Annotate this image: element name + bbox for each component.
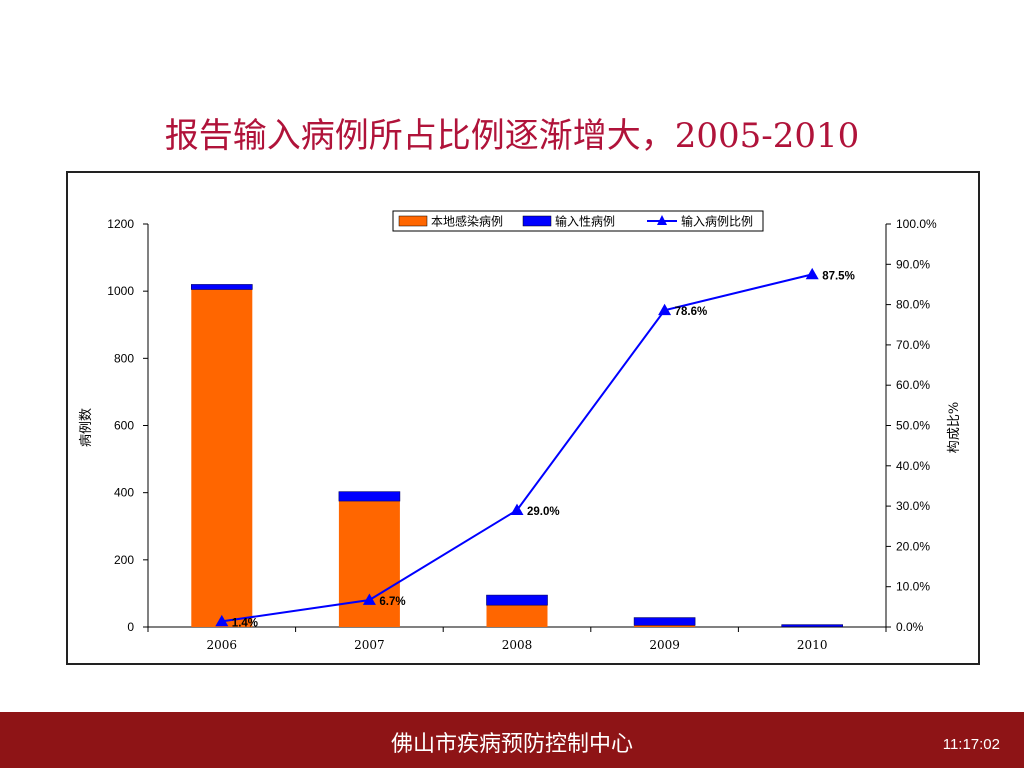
y-left-tick-label: 800 xyxy=(114,351,134,365)
bar-local xyxy=(338,501,400,627)
y-right-tick-label: 20.0% xyxy=(896,539,930,553)
y-left-tick-label: 400 xyxy=(114,486,134,500)
data-label: 87.5% xyxy=(822,270,855,282)
bar-local xyxy=(486,605,548,627)
y-right-tick-label: 90.0% xyxy=(896,257,930,271)
legend-label: 输入性病例 xyxy=(555,214,615,229)
legend-marker xyxy=(657,215,667,225)
bar-imported xyxy=(486,594,548,606)
y-right-tick-label: 10.0% xyxy=(896,580,930,594)
y-left-tick-label: 0 xyxy=(127,620,134,634)
chart-bars xyxy=(191,284,844,627)
y-right-axis-title: 构成比% xyxy=(947,402,962,453)
y-right-tick-label: 60.0% xyxy=(896,378,930,392)
bar-imported xyxy=(338,491,401,502)
footer-bar: 佛山市疾病预防控制中心 11:17:02 xyxy=(0,712,1024,768)
chart-axes: 0 200 400 600 800 1000 1200 0.0% 10.0% 20.0% 30.0%… xyxy=(79,217,962,652)
bar-imported xyxy=(191,284,253,290)
y-left-tick-label: 600 xyxy=(114,419,134,433)
bar-imported xyxy=(633,617,696,626)
data-label: 29.0% xyxy=(527,506,560,518)
combo-chart: 0 200 400 600 800 1000 1200 0.0% 10.0% 20.0% 30.0%… xyxy=(79,210,962,652)
chart-legend: 本地感染病例 输入性病例 输入病例比例 xyxy=(392,210,764,232)
y-left-axis-title: 病例数 xyxy=(79,408,94,447)
y-right-tick-label: 0.0% xyxy=(896,620,924,634)
bar-imported xyxy=(781,624,844,627)
y-right-tick-label: 40.0% xyxy=(896,459,930,473)
line-import-ratio xyxy=(221,273,813,623)
data-label: 6.7% xyxy=(379,596,405,608)
footer-org-name: 佛山市疾病预防控制中心 xyxy=(390,732,633,757)
legend-swatch xyxy=(522,215,552,227)
line-point-marker xyxy=(215,614,229,627)
x-tick-label: 2008 xyxy=(502,638,533,652)
legend-swatch xyxy=(398,215,428,227)
x-tick-label: 2007 xyxy=(354,638,385,652)
y-left-tick-label: 1000 xyxy=(107,284,134,298)
y-right-tick-label: 50.0% xyxy=(896,419,930,433)
footer-clock: 11:17:02 xyxy=(942,736,1000,753)
data-label: 1.4% xyxy=(232,617,258,629)
x-tick-label: 2009 xyxy=(649,638,680,652)
x-tick-label: 2006 xyxy=(207,638,238,652)
slide-title: 报告输入病例所占比例逐渐增大，2005-2010 xyxy=(164,116,860,156)
chart-labels: 1.4% 6.7% 29.0% 78.6% 87.5% xyxy=(232,270,855,629)
line-point-marker xyxy=(362,593,376,605)
x-tick-label: 2010 xyxy=(797,638,828,652)
y-right-tick-label: 30.0% xyxy=(896,499,930,513)
y-right-tick-label: 100.0% xyxy=(896,217,937,231)
y-right-tick-label: 70.0% xyxy=(896,338,930,352)
legend-label: 输入病例比例 xyxy=(681,214,753,229)
chart-line xyxy=(215,267,819,627)
bar-local xyxy=(634,625,696,627)
line-point-marker xyxy=(805,267,819,280)
data-label: 78.6% xyxy=(675,306,708,318)
line-point-marker xyxy=(658,303,672,316)
legend-box xyxy=(392,210,764,232)
line-point-marker xyxy=(510,503,524,516)
chart-frame: 0 200 400 600 800 1000 1200 0.0% 10.0% 20.0% 30.0%… xyxy=(66,171,980,665)
y-left-tick-label: 1200 xyxy=(107,217,134,231)
y-left-tick-label: 200 xyxy=(114,553,134,567)
legend-label: 本地感染病例 xyxy=(431,214,503,229)
bar-local xyxy=(191,289,253,627)
y-right-tick-label: 80.0% xyxy=(896,298,930,312)
